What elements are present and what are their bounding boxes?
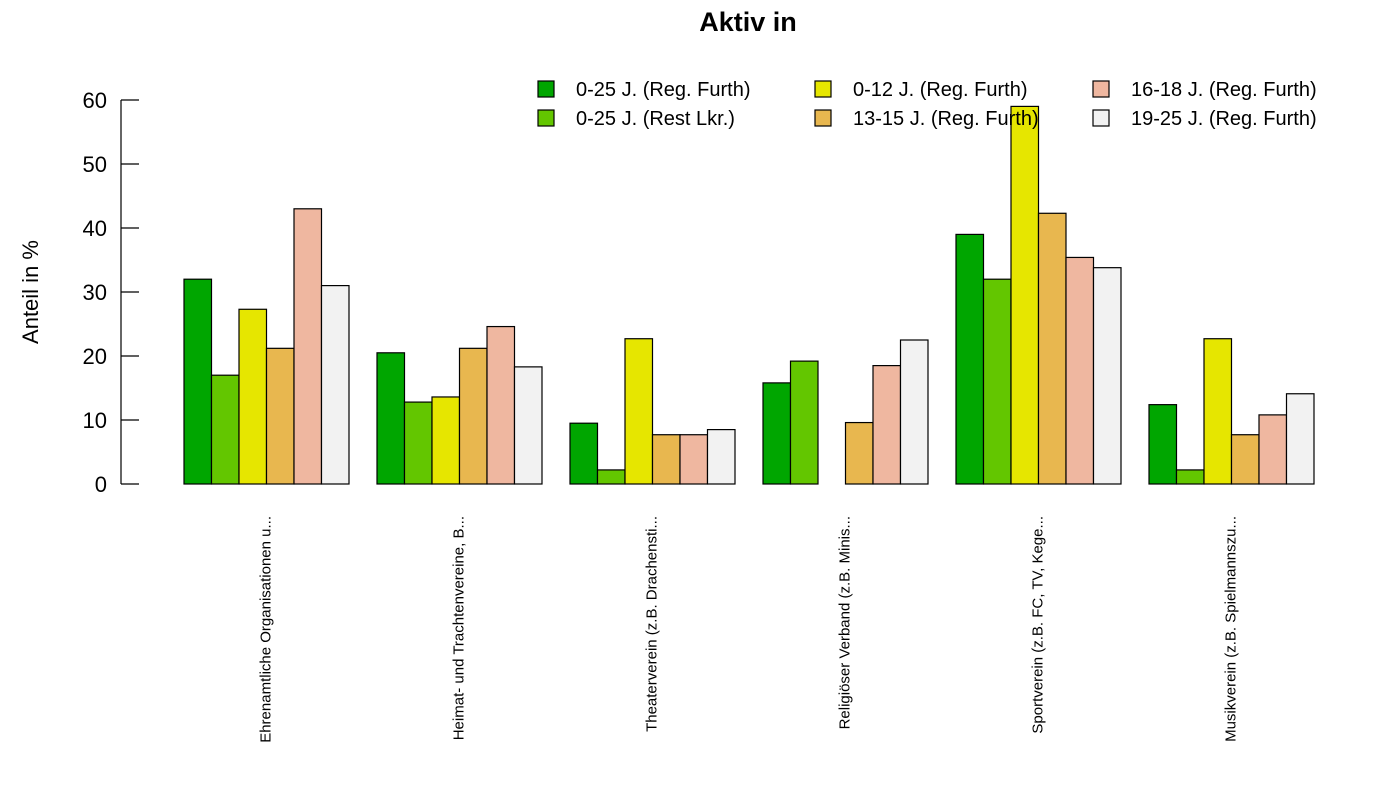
legend: 0-25 J. (Reg. Furth) 0-25 J. (Rest Lkr.) 0… <box>537 79 1317 130</box>
bar <box>1065 256 1095 485</box>
x-category-label: Ehrenamtliche Organisationen u... <box>258 516 275 743</box>
bar <box>1092 267 1122 485</box>
category-labels: Ehrenamtliche Organisationen u... Heimat-… <box>258 516 1240 743</box>
x-category-label: Theaterverein (z.B. Drachensti... <box>644 516 661 732</box>
bar <box>238 308 268 485</box>
legend-label: 0-25 J. (Rest Lkr.) <box>576 108 735 130</box>
x-category-label: Musikverein (z.B. Spielmannszu... <box>1223 516 1240 742</box>
y-axis-label: Anteil in % <box>18 240 43 344</box>
bar <box>403 401 433 485</box>
x-category-label: Sportverein (z.B. FC, TV, Kege... <box>1030 516 1047 734</box>
bar <box>569 422 599 485</box>
x-category-label: Religiöser Verband (z.B. Minis... <box>837 516 854 729</box>
bar <box>486 325 516 485</box>
bar <box>265 347 295 485</box>
legend-label: 0-25 J. (Reg. Furth) <box>576 79 751 101</box>
bar <box>1230 434 1260 485</box>
chart-title: Aktiv in <box>699 7 797 37</box>
y-tick-label: 0 <box>95 472 107 497</box>
bar <box>762 382 792 485</box>
legend-swatch <box>537 80 555 98</box>
y-tick-label: 50 <box>83 152 107 177</box>
bar <box>183 278 213 485</box>
bar <box>844 421 874 485</box>
bar <box>679 434 709 485</box>
bar <box>376 352 406 485</box>
bar <box>431 396 461 485</box>
bar <box>1203 338 1233 485</box>
legend-label: 13-15 J. (Reg. Furth) <box>853 108 1039 130</box>
bar <box>1037 212 1067 485</box>
bar <box>1258 414 1288 485</box>
bar <box>789 360 819 485</box>
y-tick-label: 10 <box>83 408 107 433</box>
bar <box>899 339 929 485</box>
bar <box>651 434 681 485</box>
y-axis: 0 10 20 30 40 50 60 <box>83 88 139 497</box>
bar <box>872 365 902 485</box>
legend-swatch <box>1092 80 1110 98</box>
bar <box>1148 404 1178 485</box>
bar <box>706 429 736 485</box>
bar <box>513 366 543 485</box>
y-tick-label: 40 <box>83 216 107 241</box>
legend-swatch <box>814 109 832 127</box>
y-tick-label: 20 <box>83 344 107 369</box>
bar <box>982 278 1012 485</box>
legend-label: 19-25 J. (Reg. Furth) <box>1131 108 1317 130</box>
bar <box>1285 393 1315 485</box>
y-tick-label: 30 <box>83 280 107 305</box>
x-category-label: Heimat- und Trachtenvereine, B... <box>451 516 468 740</box>
bar <box>458 347 488 485</box>
legend-label: 16-18 J. (Reg. Furth) <box>1131 79 1317 101</box>
legend-swatch <box>537 109 555 127</box>
legend-label: 0-12 J. (Reg. Furth) <box>853 79 1028 101</box>
y-tick-label: 60 <box>83 88 107 113</box>
bar <box>955 233 985 485</box>
bar <box>320 285 350 485</box>
bar <box>210 374 240 485</box>
bar <box>1175 469 1205 485</box>
bar <box>624 338 654 485</box>
bar-groups <box>183 105 1315 485</box>
bar <box>596 469 626 485</box>
legend-swatch <box>1092 109 1110 127</box>
bar <box>1010 105 1040 485</box>
bar <box>293 208 323 485</box>
legend-swatch <box>814 80 832 98</box>
